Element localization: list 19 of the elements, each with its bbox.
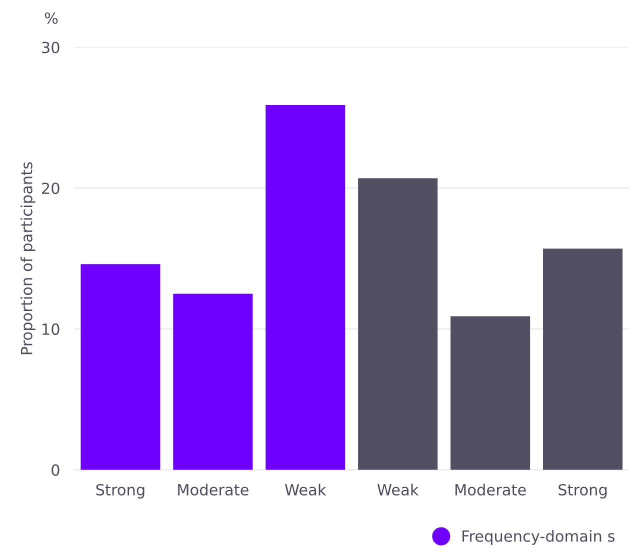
bar xyxy=(358,178,438,470)
bar xyxy=(266,105,346,470)
y-tick-label: 30 xyxy=(42,42,60,54)
y-tick-label: 10 xyxy=(42,323,60,335)
text: % xyxy=(44,12,58,24)
x-tick-label: Moderate xyxy=(178,484,248,496)
y-tick-label: 0 xyxy=(52,464,60,476)
x-tick-label: Strong xyxy=(558,484,607,498)
y-axis-title: Proportion of participants xyxy=(20,162,36,354)
x-tick-label: Weak xyxy=(377,484,419,496)
x-tick-label: Weak xyxy=(284,484,326,496)
bar xyxy=(450,316,530,470)
bar xyxy=(80,264,160,470)
y-tick-label: 20 xyxy=(42,182,60,194)
bar xyxy=(173,294,253,470)
legend-label: Frequency-domain s xyxy=(462,530,615,545)
bar xyxy=(543,248,623,470)
x-tick-label: Strong xyxy=(96,484,144,498)
x-tick-label: Moderate xyxy=(455,484,526,496)
